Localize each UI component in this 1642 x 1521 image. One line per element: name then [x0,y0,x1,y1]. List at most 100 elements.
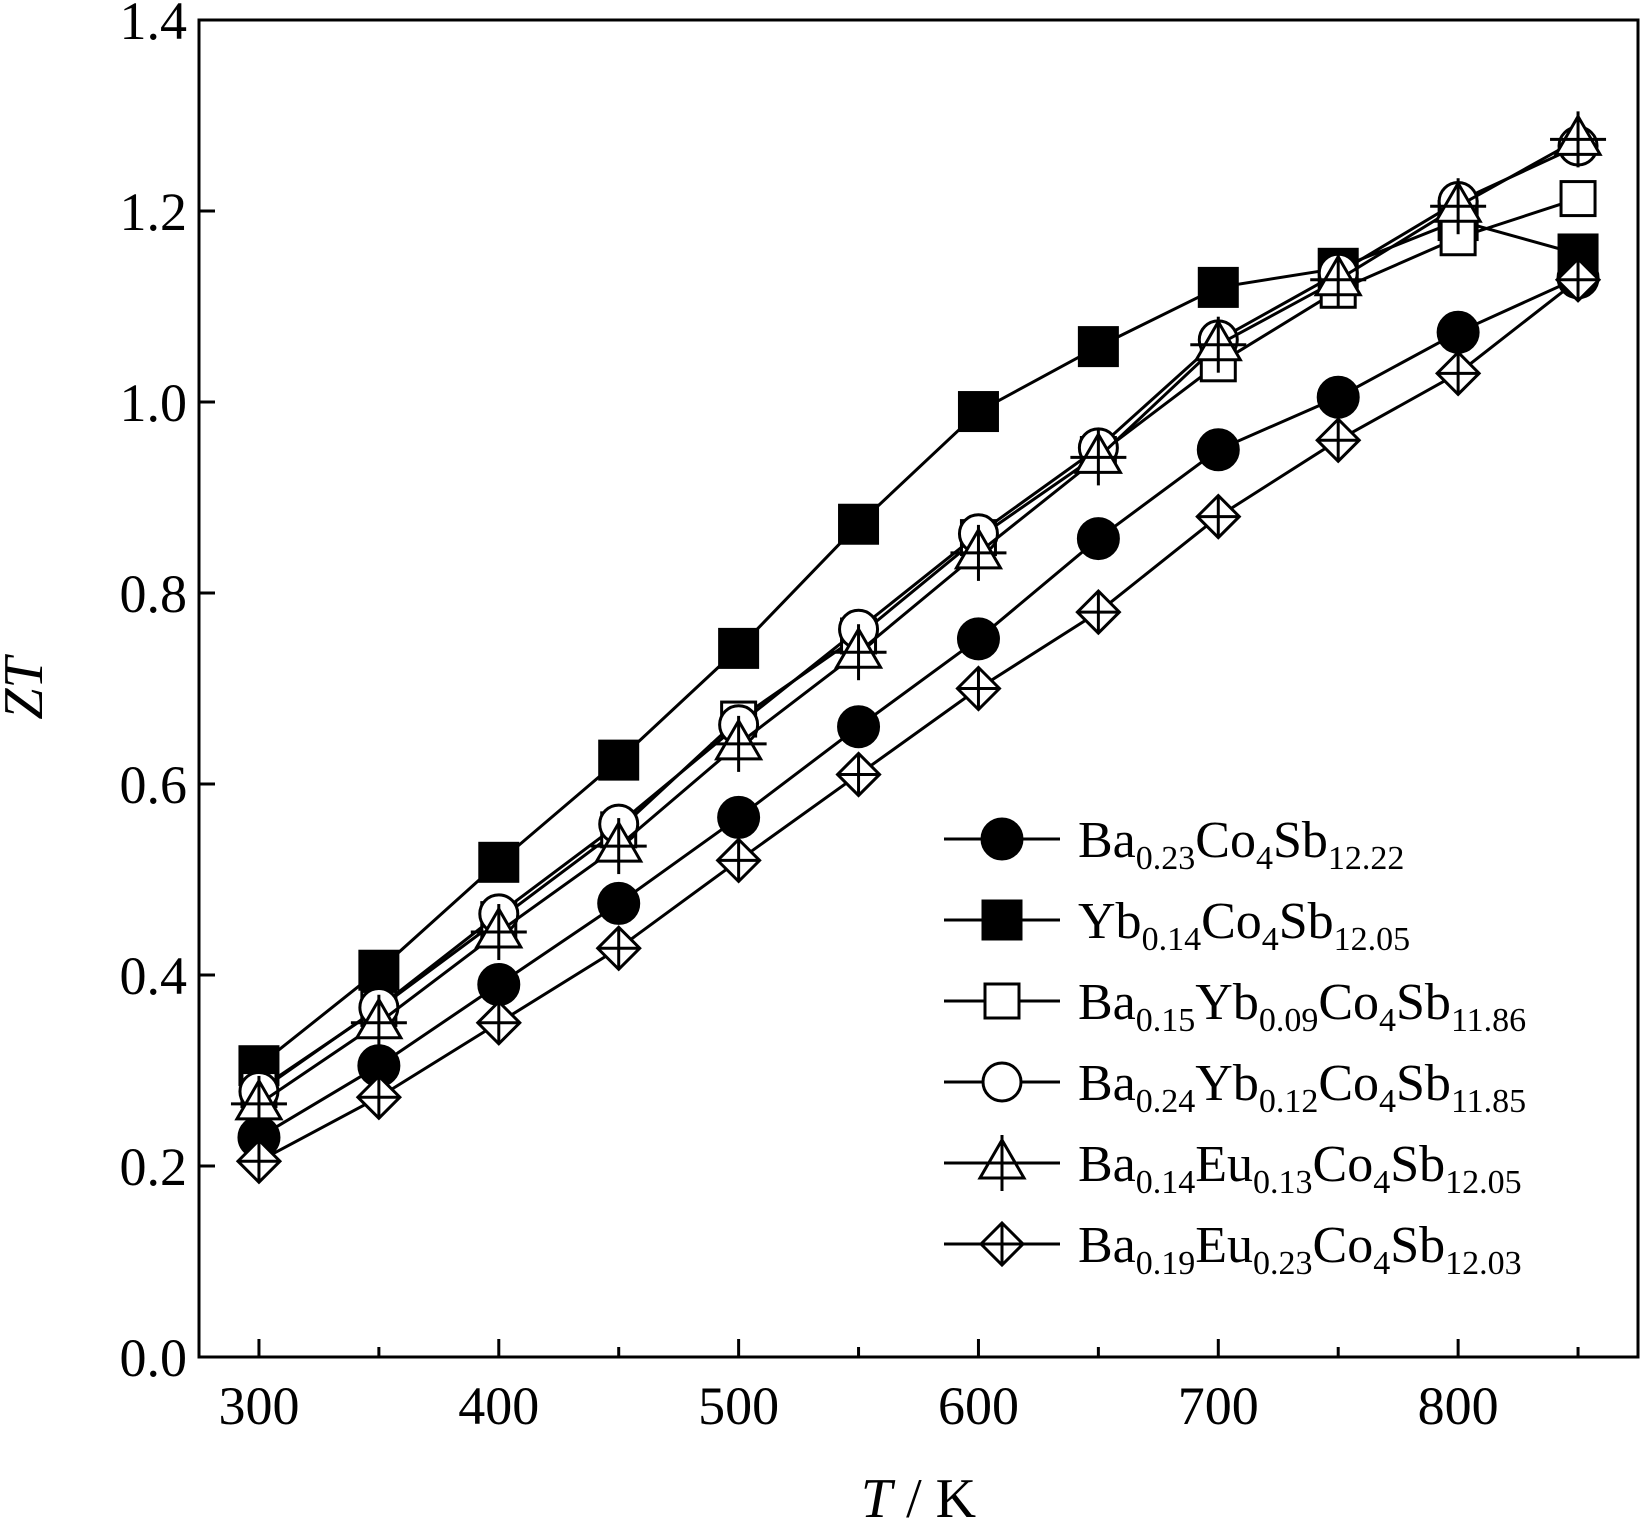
data-point [598,739,640,781]
series-line [258,278,1579,1163]
marker-filled-circle [837,705,881,749]
legend-text-part: Ba [1078,974,1136,1031]
marker-open-circle [981,1061,1023,1103]
legend-entry: Ba0.15Yb0.09Co4Sb11.86 [944,974,1526,1039]
legend: Ba0.23Co4Sb12.22Yb0.14Co4Sb12.05Ba0.15Yb… [944,812,1526,1282]
data-point [955,665,1002,712]
legend-subscript: 4 [1262,921,1279,958]
data-point [1190,316,1247,373]
marker-open-square [1559,180,1597,218]
legend-text-part: Co [1201,893,1262,950]
legend-text-part: Co [1318,1055,1379,1112]
data-point [1316,375,1360,419]
data-point [1075,588,1122,636]
legend-subscript: 0.13 [1253,1164,1313,1201]
x-axis-symbol: T [861,1468,896,1521]
plot-frame [197,18,1640,1359]
legend-subscript: 11.85 [1451,1083,1526,1120]
marker-filled-square [1077,326,1119,368]
data-point [956,617,1000,661]
data-point [835,751,882,798]
data-point [1077,326,1119,368]
series-6 [235,256,1602,1185]
legend-subscript: 4 [1379,1083,1396,1120]
legend-text-part: Sb [1390,1217,1445,1274]
marker-filled-circle [1316,375,1360,419]
y-tick-label: 0.8 [120,564,188,624]
x-tick-label: 400 [458,1376,539,1436]
data-point [477,963,521,1007]
legend-subscript: 0.15 [1136,1002,1196,1039]
legend-entry: Yb0.14Co4Sb12.05 [944,893,1410,958]
marker-filled-square [718,627,760,669]
legend-subscript: 0.23 [1253,1245,1313,1282]
legend-subscript: 0.14 [1136,1164,1196,1201]
data-point [1076,517,1120,561]
marker-filled-square [957,391,999,433]
data-point [718,627,760,669]
x-tick-label: 800 [1418,1376,1499,1436]
series-4 [238,125,1599,1113]
legend-text-part: Sb [1279,893,1334,950]
legend-subscript: 0.09 [1259,1002,1319,1039]
legend-subscript: 0.14 [1142,921,1202,958]
legend-subscript: 4 [1373,1164,1390,1201]
legend-label: Yb0.14Co4Sb12.05 [1078,893,1410,958]
series-line [258,276,1579,1139]
series-3 [240,180,1597,1109]
legend-label: Ba0.15Yb0.09Co4Sb11.86 [1078,974,1526,1039]
marker-filled-circle [980,817,1024,861]
y-tick-label: 0.0 [120,1328,188,1388]
data-point [355,1074,402,1121]
legend-text-part: Co [1318,974,1379,1031]
data-point [710,715,767,772]
data-point [1310,251,1367,308]
marker-filled-circle [1436,310,1480,354]
y-tick-label: 1.0 [120,373,188,433]
data-point [475,999,522,1046]
marker-filled-square [981,899,1023,941]
legend-text-part: Eu [1195,1136,1253,1193]
data-point [590,818,647,875]
marker-filled-square [1197,266,1239,308]
legend-subscript: 0.23 [1136,840,1196,877]
data-point [597,881,641,925]
legend-text-part: Yb [1195,974,1259,1031]
marker-filled-square [838,503,880,545]
legend-label: Ba0.19Eu0.23Co4Sb12.03 [1078,1217,1522,1282]
marker-filled-square [358,949,400,991]
y-tick-label: 0.6 [120,755,188,815]
legend-subscript: 12.03 [1445,1245,1522,1282]
legend-text-part: Ba [1078,812,1136,869]
axis-ticks: 0.0 0.2 0.4 0.6 0.8 1.0 1.2 1.4 300 400 500 600 700 8… [120,0,1580,1436]
marker-filled-square [478,841,520,883]
legend-text-part: Sb [1396,1055,1451,1112]
y-tick-label: 1.4 [120,0,188,51]
data-point [470,904,527,961]
data-point [957,391,999,433]
y-tick-label: 1.2 [120,182,188,242]
legend-subscript: 12.22 [1328,840,1405,877]
x-axis-title: T / K [861,1468,976,1521]
x-tick-label: 700 [1178,1376,1259,1436]
legend-text-part: Ba [1078,1217,1136,1274]
y-tick-label: 0.4 [120,946,188,1006]
data-point [1315,417,1362,464]
data-point [235,1138,283,1185]
legend-entry: Ba0.19Eu0.23Co4Sb12.03 [944,1217,1522,1282]
legend-subscript: 12.05 [1334,921,1411,958]
data-point [1550,111,1607,168]
data-point [715,837,762,884]
marker-filled-circle [1196,428,1240,472]
data-point [837,705,881,749]
data-point [1070,429,1127,486]
data-point [830,624,887,681]
marker-filled-circle [956,617,1000,661]
legend-subscript: 0.19 [1136,1245,1196,1282]
legend-subscript: 0.24 [1136,1083,1196,1120]
data-point [1435,350,1482,397]
marker-filled-circle [477,963,521,1007]
data-point [1196,428,1240,472]
legend-text-part: Sb [1396,974,1451,1031]
